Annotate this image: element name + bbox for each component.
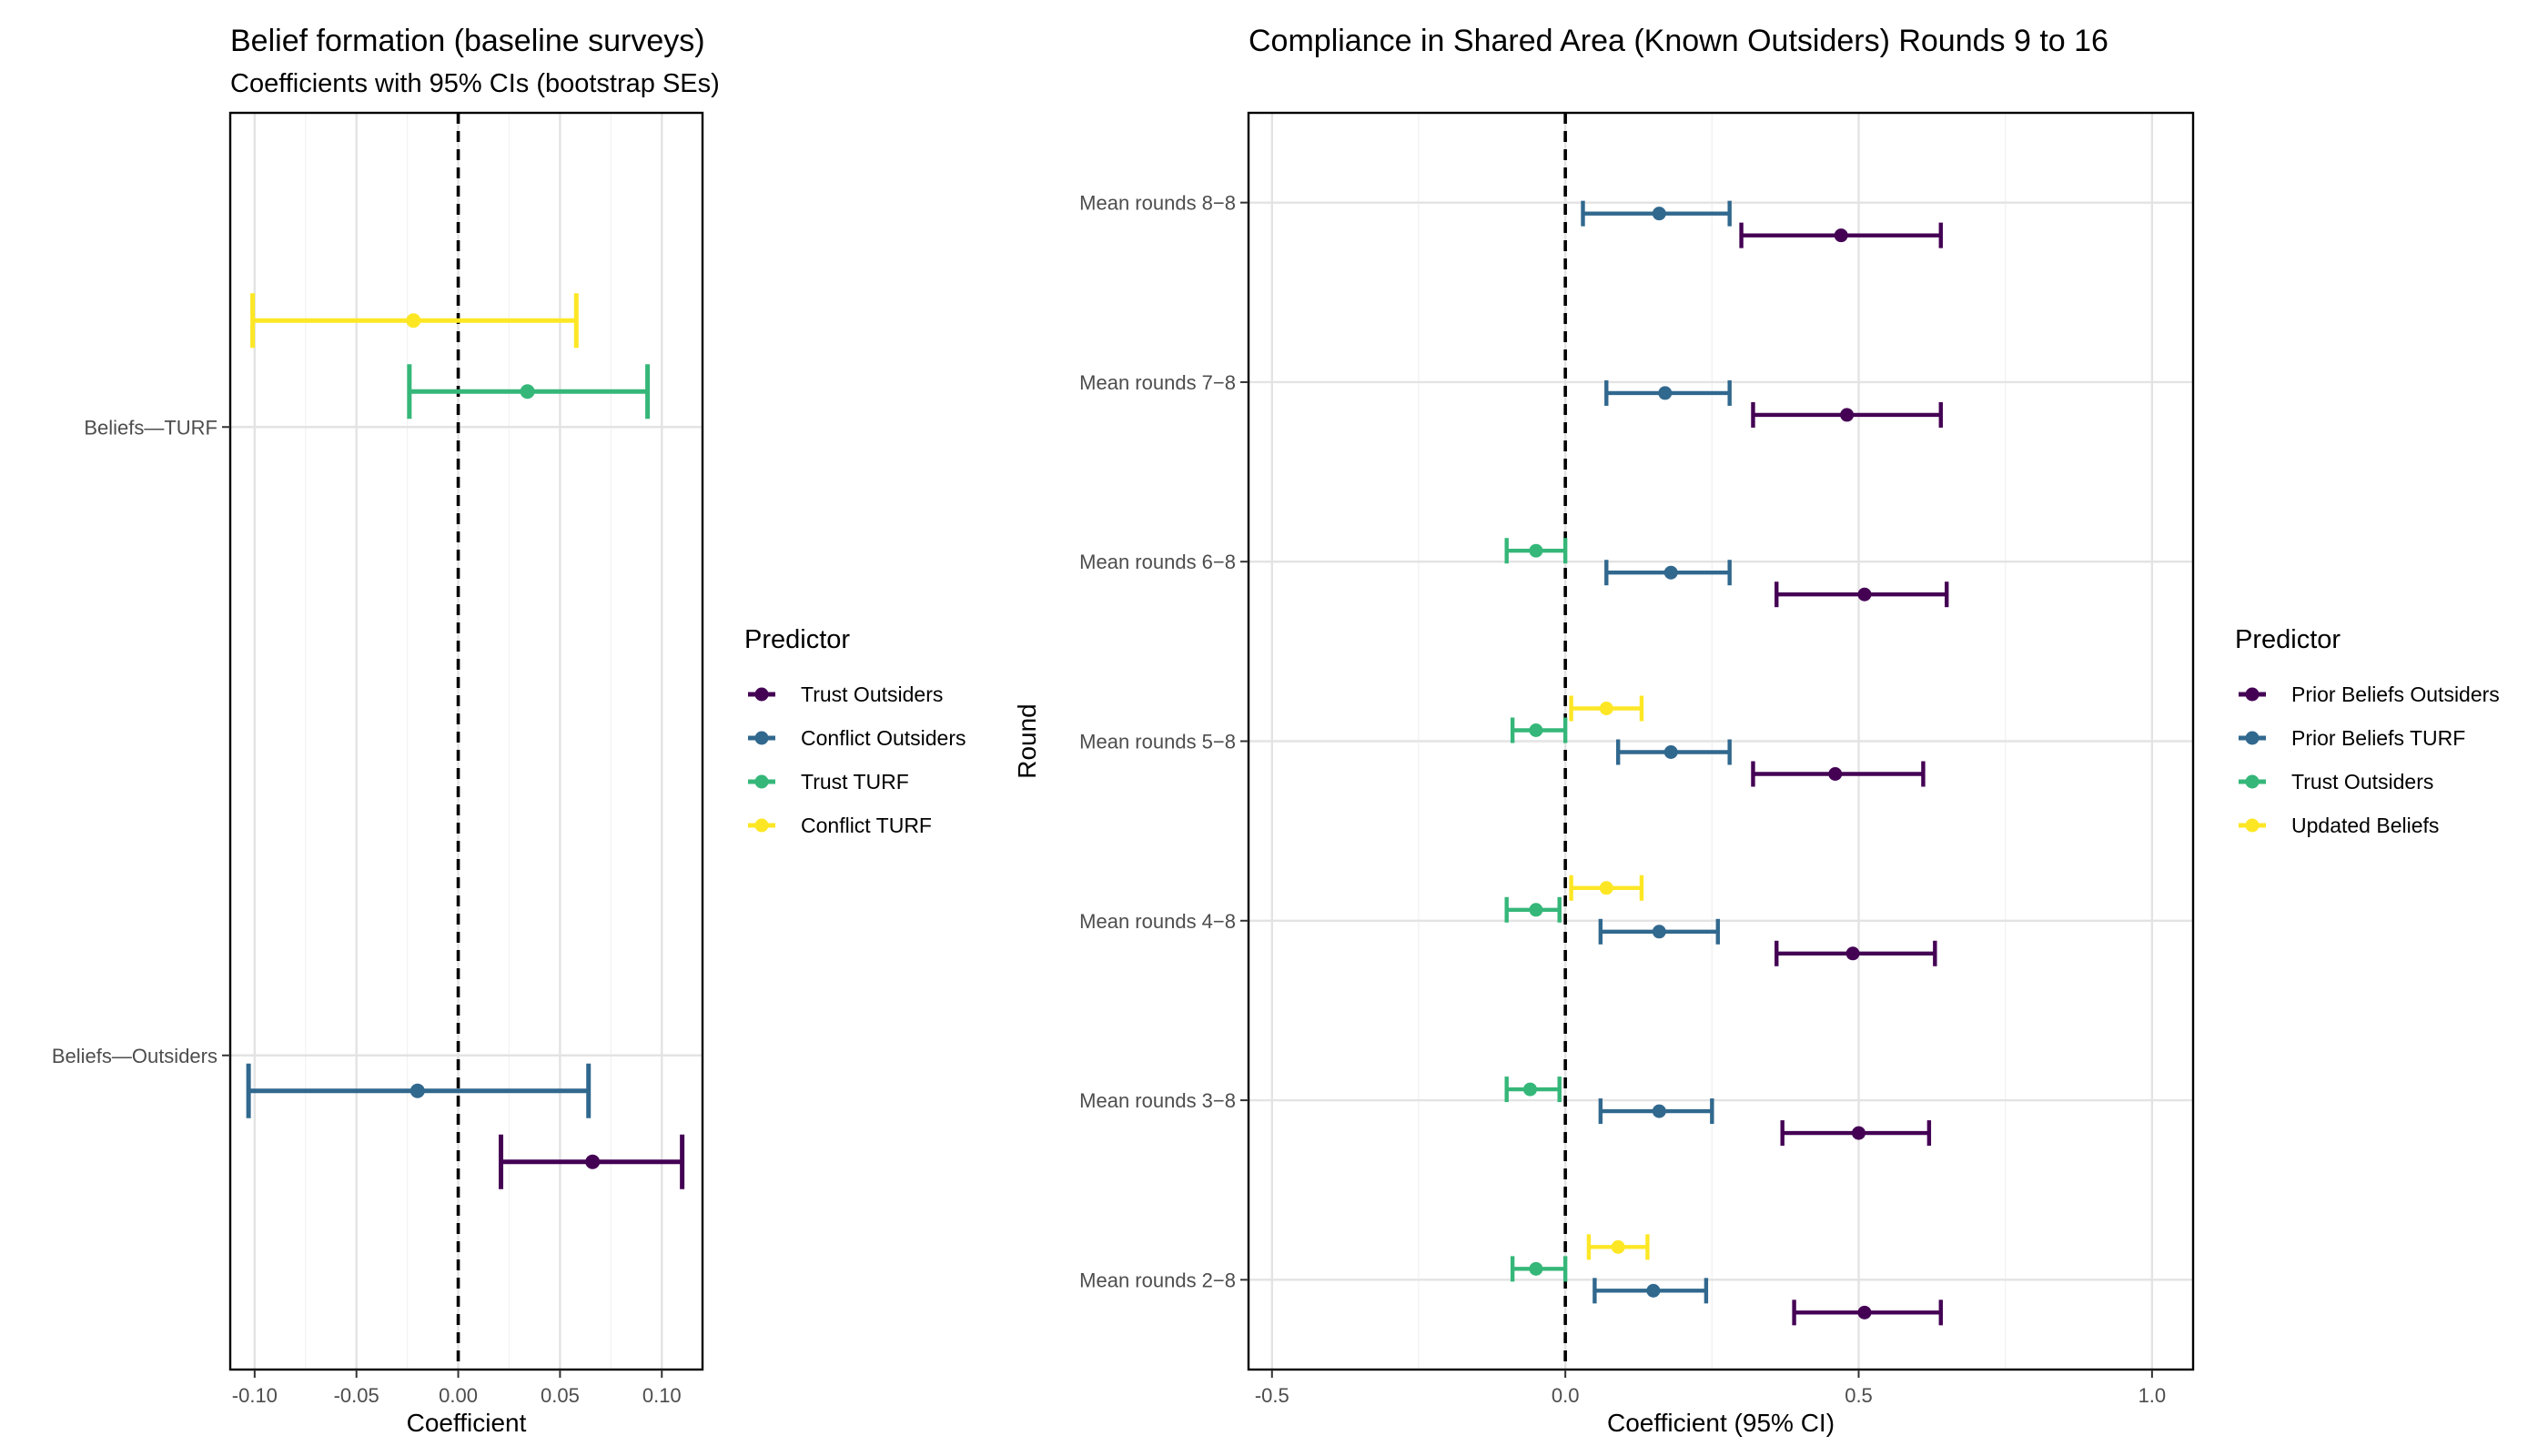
legend-label-trust-outsiders: Trust Outsiders <box>801 682 943 706</box>
estimate-point-prior-beliefs-outsiders-mean-rounds-3-8 <box>1852 1126 1866 1140</box>
legend-key-point-trust-outsiders <box>754 687 769 702</box>
estimate-point-prior-beliefs-turf-mean-rounds-3-8 <box>1652 1104 1666 1118</box>
right-gridlines <box>1249 113 2193 1370</box>
right-y-axis-title: Round <box>1013 703 1041 779</box>
left-chart-subtitle: Coefficients with 95% CIs (bootstrap SEs… <box>230 69 720 98</box>
legend-label-trust-turf: Trust TURF <box>801 770 909 794</box>
estimate-point-prior-beliefs-turf-mean-rounds-7-8 <box>1658 386 1673 400</box>
right-chart-title: Compliance in Shared Area (Known Outside… <box>1249 24 2108 58</box>
legend-key-point-prior-beliefs-turf <box>2245 731 2260 745</box>
estimate-point-updated-beliefs-mean-rounds-2-8 <box>1611 1239 1625 1254</box>
legend-label-conflict-outsiders: Conflict Outsiders <box>801 726 966 750</box>
x-tick-label: 0.10 <box>642 1384 682 1407</box>
right-x-axis-title: Coefficient (95% CI) <box>1607 1409 1835 1437</box>
y-tick-label: Mean rounds 5−8 <box>1079 731 1236 753</box>
estimate-point-trust-outsiders-mean-rounds-5-8 <box>1529 723 1543 737</box>
left-chart-panel: Belief formation (baseline surveys) Coef… <box>52 24 966 1437</box>
estimate-point-trust-outsiders-mean-rounds-6-8 <box>1529 543 1543 558</box>
left-plot-frame <box>228 111 704 1371</box>
estimate-point-prior-beliefs-outsiders-mean-rounds-6-8 <box>1857 587 1872 602</box>
estimate-point-trust-outsiders-mean-rounds-4-8 <box>1529 903 1543 917</box>
left-plot-marks <box>246 113 685 1370</box>
x-tick-label: 0.05 <box>541 1384 580 1407</box>
left-chart-title: Belief formation (baseline surveys) <box>230 24 705 58</box>
estimate-point-prior-beliefs-turf-mean-rounds-2-8 <box>1646 1283 1661 1298</box>
legend-key-point-updated-beliefs <box>2245 818 2260 833</box>
estimate-point-prior-beliefs-outsiders-mean-rounds-7-8 <box>1840 408 1855 422</box>
right-plot-marks <box>1504 113 1949 1370</box>
x-tick-label: -0.5 <box>1255 1384 1289 1407</box>
estimate-point-updated-beliefs-mean-rounds-4-8 <box>1599 881 1613 895</box>
left-legend-title: Predictor <box>744 625 850 654</box>
estimate-point-conflict-turf-beliefs-turf <box>406 313 421 329</box>
estimate-point-prior-beliefs-turf-mean-rounds-5-8 <box>1663 745 1678 759</box>
y-tick-label: Mean rounds 8−8 <box>1079 192 1236 215</box>
estimate-point-prior-beliefs-outsiders-mean-rounds-8-8 <box>1834 228 1848 243</box>
legend-label-trust-outsiders: Trust Outsiders <box>2291 770 2433 794</box>
estimate-point-prior-beliefs-turf-mean-rounds-6-8 <box>1663 565 1678 580</box>
legend-key-point-conflict-outsiders <box>754 731 769 745</box>
x-tick-label: -0.05 <box>334 1384 379 1407</box>
estimate-point-prior-beliefs-turf-mean-rounds-8-8 <box>1652 207 1666 221</box>
estimate-point-prior-beliefs-outsiders-mean-rounds-5-8 <box>1828 767 1843 781</box>
y-tick-label: Beliefs—Outsiders <box>52 1045 217 1067</box>
estimate-point-trust-turf-beliefs-turf <box>520 384 535 399</box>
y-tick-label: Mean rounds 7−8 <box>1079 371 1236 394</box>
y-tick-label: Mean rounds 4−8 <box>1079 910 1236 933</box>
legend-label-prior-beliefs-turf: Prior Beliefs TURF <box>2291 726 2465 750</box>
y-tick-label: Beliefs—TURF <box>84 416 217 439</box>
legend-label-conflict-turf: Conflict TURF <box>801 814 932 837</box>
legend-label-prior-beliefs-outsiders: Prior Beliefs Outsiders <box>2291 682 2500 706</box>
legend-label-updated-beliefs: Updated Beliefs <box>2291 814 2439 837</box>
x-tick-label: 0.00 <box>439 1384 478 1407</box>
estimate-point-trust-outsiders-beliefs-outsiders <box>585 1154 601 1169</box>
estimate-point-updated-beliefs-mean-rounds-5-8 <box>1599 702 1613 715</box>
estimate-point-trust-outsiders-mean-rounds-2-8 <box>1529 1261 1543 1276</box>
right-legend-title: Predictor <box>2235 625 2341 654</box>
left-legend: Predictor Trust Outsiders Conflict Outsid… <box>744 625 966 837</box>
legend-key-point-trust-turf <box>754 774 769 789</box>
y-tick-label: Mean rounds 2−8 <box>1079 1269 1236 1291</box>
legend-key-point-trust-outsiders <box>2245 774 2260 789</box>
x-tick-label: 1.0 <box>2138 1384 2167 1407</box>
left-gridlines <box>230 113 703 1370</box>
right-axis-ticks: -0.5 0.0 0.5 1.0 Mean rounds 8−8 Mean rounds … <box>1079 192 2166 1407</box>
estimate-point-prior-beliefs-turf-mean-rounds-4-8 <box>1652 925 1666 939</box>
legend-key-point-prior-beliefs-outsiders <box>2245 687 2260 702</box>
left-x-axis-title: Coefficient <box>407 1409 527 1437</box>
left-axis-ticks: -0.10 -0.05 0.00 0.05 0.10 Beliefs—TURF Belief… <box>52 416 682 1407</box>
right-legend: Predictor Prior Beliefs Outsiders Prior B… <box>2235 625 2500 837</box>
estimate-point-prior-beliefs-outsiders-mean-rounds-2-8 <box>1857 1305 1872 1320</box>
estimate-point-trust-outsiders-mean-rounds-3-8 <box>1522 1082 1537 1097</box>
estimate-point-prior-beliefs-outsiders-mean-rounds-4-8 <box>1845 946 1860 961</box>
right-chart-panel: Compliance in Shared Area (Known Outside… <box>1013 24 2500 1437</box>
x-tick-label: -0.10 <box>232 1384 278 1407</box>
y-tick-label: Mean rounds 6−8 <box>1079 551 1236 573</box>
x-tick-label: 0.0 <box>1552 1384 1580 1407</box>
estimate-point-conflict-outsiders-beliefs-outsiders <box>410 1083 425 1098</box>
y-tick-label: Mean rounds 3−8 <box>1079 1089 1236 1112</box>
legend-key-point-conflict-turf <box>754 818 769 833</box>
x-tick-label: 0.5 <box>1845 1384 1873 1407</box>
